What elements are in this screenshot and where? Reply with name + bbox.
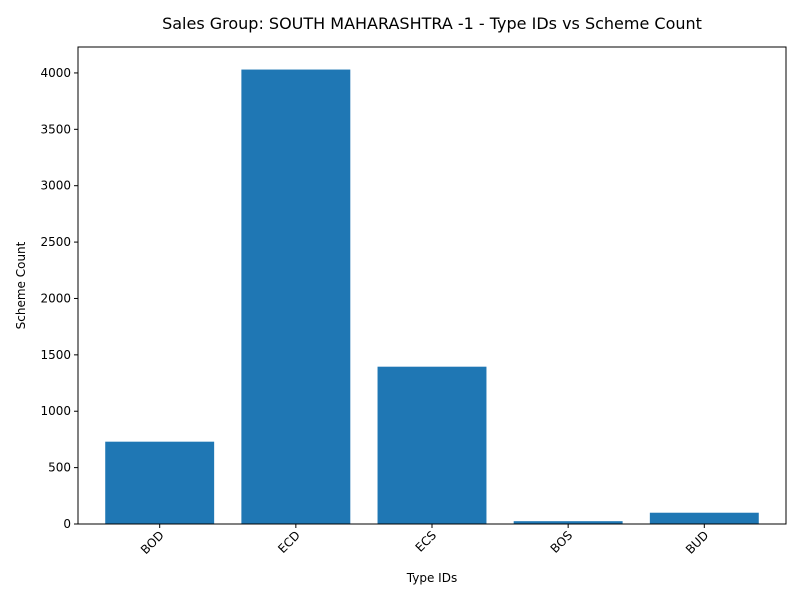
y-tick-label: 3000 xyxy=(40,179,71,193)
bar-bod xyxy=(105,441,215,524)
y-tick-label: 0 xyxy=(63,517,71,531)
y-tick-label: 3500 xyxy=(40,122,71,136)
bars-group xyxy=(105,69,759,524)
y-tick-label: 2500 xyxy=(40,235,71,249)
x-tick-label: BOD xyxy=(138,528,167,557)
y-axis-label: Scheme Count xyxy=(14,241,28,329)
y-tick-label: 1500 xyxy=(40,348,71,362)
y-tick-label: 1000 xyxy=(40,404,71,418)
y-tick-label: 500 xyxy=(48,461,71,475)
x-tick-label: ECS xyxy=(413,528,440,555)
bar-ecs xyxy=(377,366,487,524)
y-tick-label: 2000 xyxy=(40,291,71,305)
x-tick-label: BOS xyxy=(548,528,576,556)
bar-ecd xyxy=(241,69,351,524)
x-tick-label: ECD xyxy=(275,528,303,556)
chart-title: Sales Group: SOUTH MAHARASHTRA -1 - Type… xyxy=(162,14,702,33)
bar-bud xyxy=(649,512,759,524)
y-axis: 0 500 1000 1500 2000 2500 3000 3500 4000 xyxy=(40,66,78,531)
x-axis-label: Type IDs xyxy=(406,571,457,585)
y-tick-label: 4000 xyxy=(40,66,71,80)
bar-bos xyxy=(513,521,623,524)
x-axis: BOD ECD ECS BOS BUD xyxy=(138,524,711,557)
plot-frame xyxy=(77,46,787,525)
x-tick-label: BUD xyxy=(683,528,711,556)
